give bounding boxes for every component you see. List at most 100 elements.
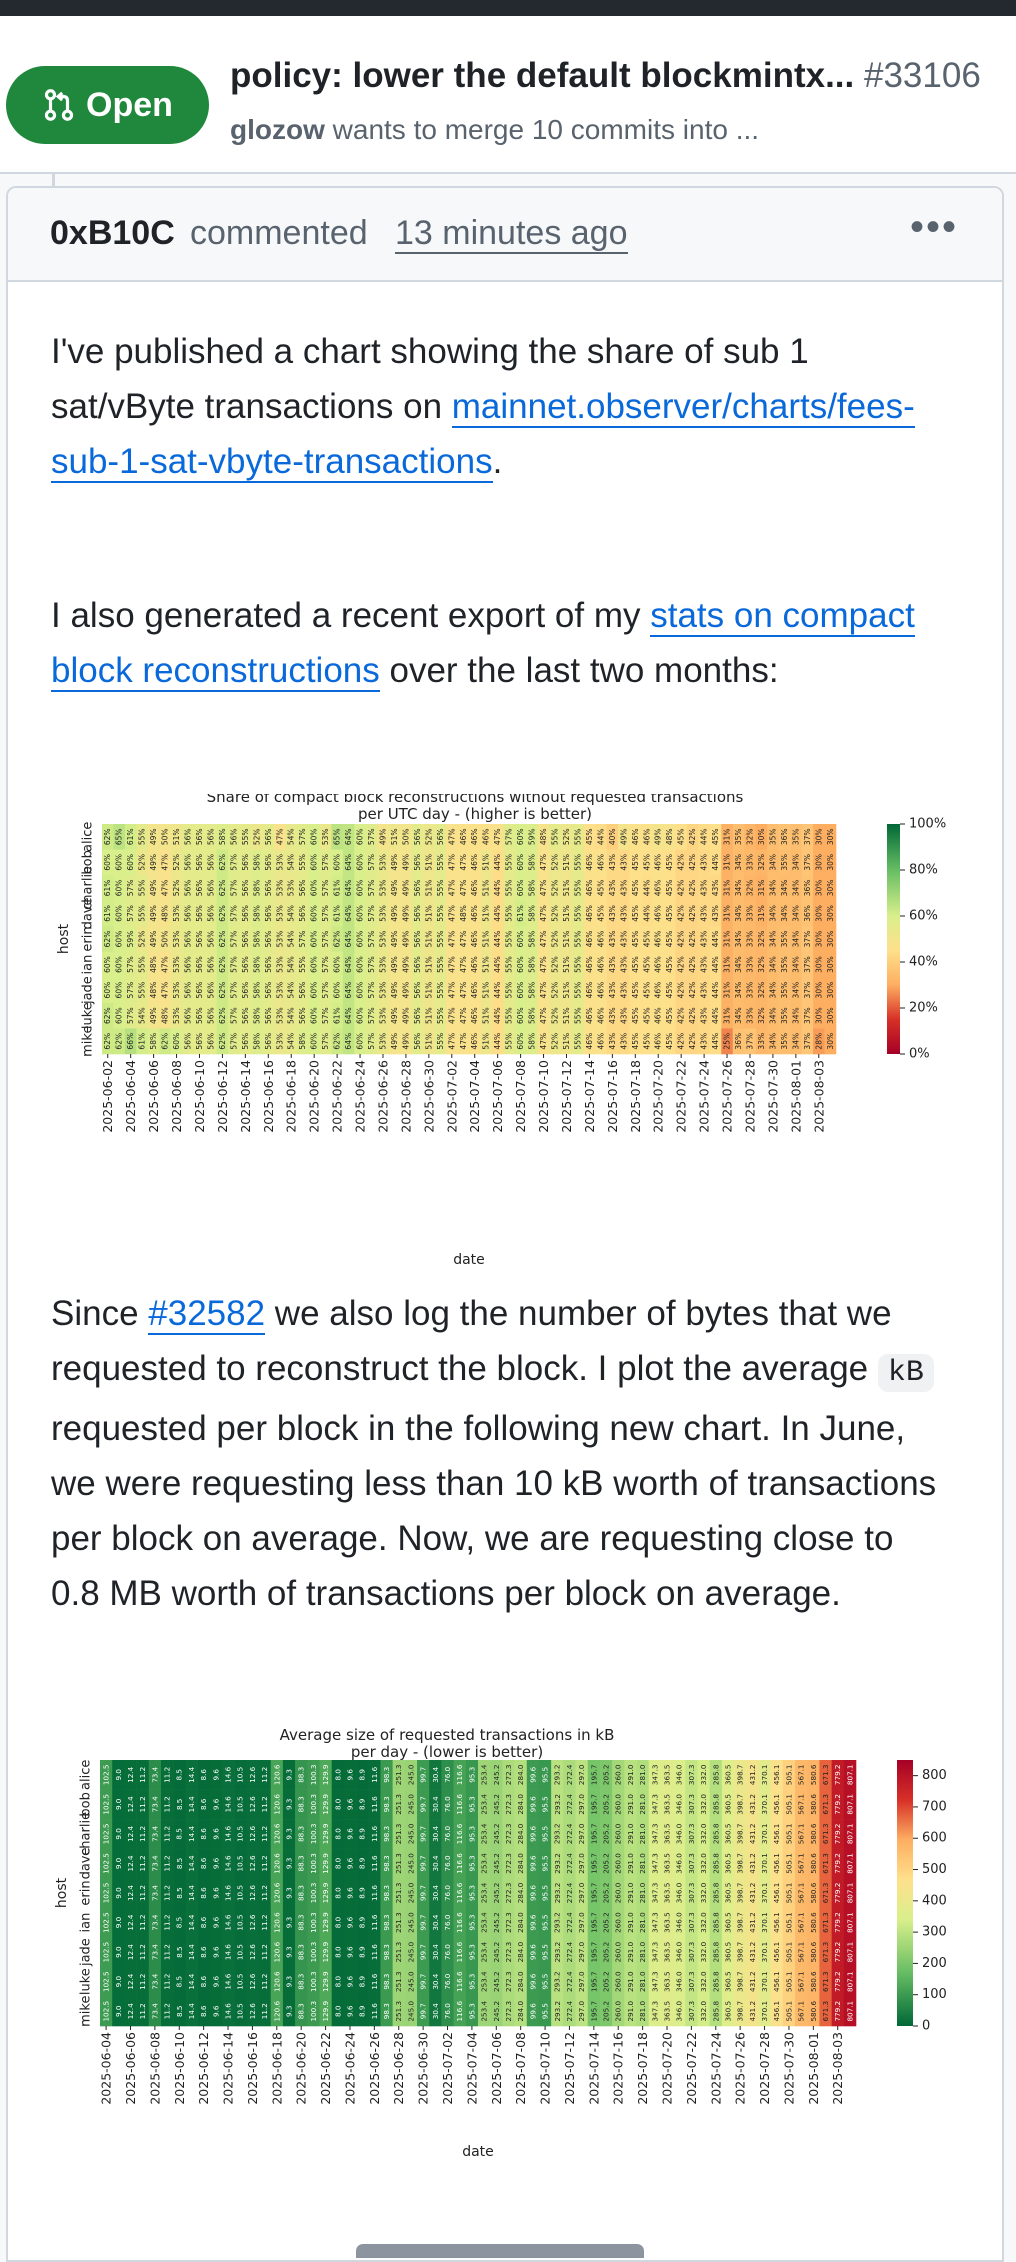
heatmap-cell	[331, 824, 344, 850]
cell-value-label: 807.1	[845, 2001, 854, 2022]
pr-author[interactable]: glozow	[230, 114, 325, 145]
chart-title-line-2: per day - (lower is better)	[351, 1743, 543, 1761]
cell-value-label: 307.3	[687, 1912, 696, 1933]
cell-value-label: 45%	[631, 956, 640, 973]
cell-value-label: 14.4	[187, 1825, 196, 1841]
cell-value-label: 58%	[218, 828, 227, 845]
kebab-horizontal-icon[interactable]: •••	[909, 205, 958, 249]
cell-value-label: 49%	[619, 828, 628, 845]
heatmap-cell	[356, 1996, 369, 2027]
cell-value-label: 52%	[424, 828, 433, 845]
cell-value-label: 53%	[287, 880, 296, 897]
cell-value-label: 51%	[424, 1007, 433, 1024]
cell-value-label: 60%	[310, 1033, 319, 1050]
heatmap-cell	[675, 849, 688, 876]
heatmap-cell	[744, 900, 757, 927]
heatmap-cell	[258, 1966, 272, 1997]
cell-value-label: 47%	[161, 956, 170, 973]
heatmap-cell	[744, 1028, 757, 1055]
cell-value-label: 398.7	[736, 1794, 745, 1815]
heatmap-cell	[400, 977, 412, 1004]
heatmap-cell	[100, 1878, 113, 1909]
cell-value-label: 57%	[298, 828, 307, 845]
heatmap-cell	[404, 1789, 418, 1820]
heatmap-cell	[551, 1996, 564, 2027]
heatmap-cell	[185, 1789, 198, 1820]
cell-value-label: 58%	[528, 1007, 537, 1024]
heatmap-cell	[197, 1848, 211, 1879]
heatmap-cell	[563, 1878, 576, 1909]
heatmap-cell	[417, 1789, 430, 1820]
cell-value-label: 37%	[803, 982, 812, 999]
heatmap-cell	[216, 1002, 229, 1029]
stats-link[interactable]: stats on compact block reconstructions	[51, 596, 915, 692]
cell-value-label: 297.0	[577, 1971, 586, 1992]
heatmap-cell	[296, 951, 309, 978]
cell-value-label: 88.3	[297, 1915, 306, 1931]
heatmap-cell	[319, 824, 332, 850]
heatmap-cell	[686, 1002, 699, 1029]
heatmap-cell	[612, 1937, 625, 1968]
heatmap-cell	[282, 1878, 296, 1909]
cell-value-label: 8.0	[333, 1857, 342, 1869]
cell-value-label: 57%	[321, 931, 330, 948]
heatmap-cell	[205, 977, 217, 1004]
heatmap-cell	[234, 1907, 247, 1938]
heatmap-cell	[148, 1907, 162, 1938]
heatmap-cell	[429, 1966, 442, 1997]
comment-timestamp[interactable]: 13 minutes ago	[395, 214, 628, 254]
heatmap-cell	[216, 1028, 229, 1055]
cell-value-label: 285.8	[711, 1823, 720, 1844]
cell-value-label: 34%	[768, 880, 777, 897]
heatmap-cell	[182, 1002, 195, 1029]
cell-value-label: 293.2	[553, 1764, 562, 1785]
cell-value-label: 260.0	[614, 1823, 623, 1844]
heatmap-cell	[583, 875, 596, 901]
heatmap-cell	[262, 1002, 275, 1029]
heatmap-cell	[624, 1819, 637, 1849]
heatmap-cell	[824, 849, 837, 876]
heatmap-cell	[673, 1848, 686, 1879]
heatmap-cell	[790, 951, 802, 978]
heatmap-cell	[685, 1966, 698, 1997]
pr-title[interactable]: policy: lower the default blockmintx... …	[230, 56, 1010, 96]
cell-value-label: 9.6	[345, 1916, 354, 1928]
y-tick-label: erin	[79, 1880, 94, 1905]
scrollbar-thumb[interactable]	[356, 2244, 644, 2258]
cell-value-label: 53%	[378, 1033, 387, 1050]
cell-value-label: 64%	[344, 1033, 353, 1050]
heatmap-cell	[734, 1966, 747, 1997]
heatmap-cell	[354, 900, 367, 927]
heatmap-cell	[675, 900, 688, 927]
cell-value-label: 76.0	[443, 1855, 452, 1871]
cell-value-label: 30%	[814, 982, 823, 999]
issue-link[interactable]: #32582	[148, 1294, 266, 1335]
cell-value-label: 347.3	[650, 1912, 659, 1933]
heatmap-cell	[572, 849, 584, 876]
colorbar-tick-label: 600	[922, 1831, 947, 1846]
heatmap-cell	[216, 849, 229, 876]
cell-value-label: 35%	[791, 828, 800, 845]
cell-value-label: 51%	[482, 854, 491, 871]
heatmap-cell	[560, 1028, 573, 1055]
x-tick-label: 2025-06-24	[342, 2032, 357, 2105]
heatmap-cell	[819, 1878, 832, 1909]
cell-value-label: 363.5	[663, 2001, 672, 2022]
heatmap-cell	[790, 900, 802, 927]
heatmap-cell	[758, 1878, 771, 1909]
cell-value-label: 332.0	[699, 1853, 708, 1874]
heatmap-cell	[526, 1878, 540, 1909]
chart-link[interactable]: mainnet.observer/charts/fees-sub-1-sat-v…	[51, 387, 915, 483]
heatmap-cell	[709, 1966, 723, 1997]
comment-author[interactable]: 0xB10C	[50, 214, 175, 252]
heatmap-cell	[709, 900, 722, 927]
heatmap-cell	[698, 875, 711, 901]
cell-value-label: 205.2	[602, 1883, 611, 1904]
cell-value-label: 55%	[241, 828, 250, 845]
cell-value-label: 46%	[470, 828, 479, 845]
cell-value-label: 61%	[516, 905, 525, 922]
cell-value-label: 56%	[184, 1033, 193, 1050]
cell-value-label: 46%	[470, 880, 479, 897]
heatmap-cell	[173, 1937, 186, 1968]
cell-value-label: 34%	[791, 1033, 800, 1050]
